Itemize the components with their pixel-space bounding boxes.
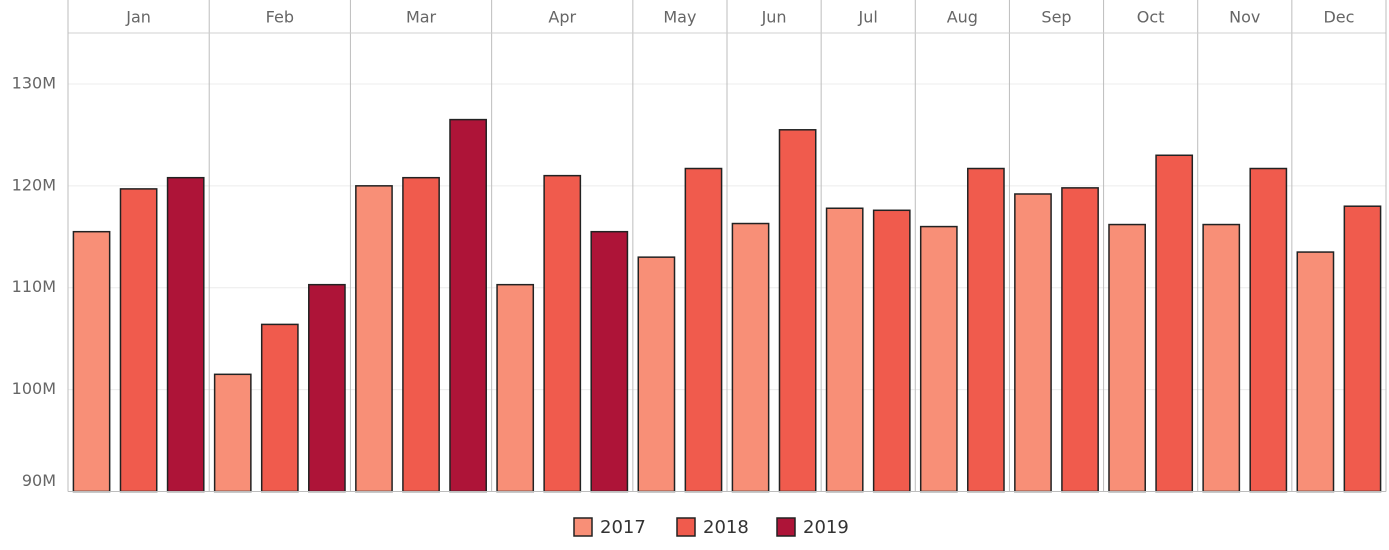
x-tick-label: Jul bbox=[858, 8, 878, 27]
x-tick-label: Nov bbox=[1229, 8, 1260, 27]
bar bbox=[260, 323, 299, 493]
legend-swatch bbox=[676, 517, 696, 537]
bar bbox=[308, 283, 346, 493]
bar bbox=[213, 373, 252, 493]
legend-swatch bbox=[776, 517, 796, 537]
y-tick-label: 130M bbox=[12, 73, 56, 92]
bar bbox=[119, 188, 158, 493]
bar bbox=[1296, 251, 1335, 493]
bar bbox=[1343, 205, 1382, 493]
legend-label: 2019 bbox=[803, 517, 849, 538]
bar bbox=[402, 176, 440, 493]
bar bbox=[1014, 193, 1052, 493]
bar bbox=[1061, 187, 1099, 493]
bar bbox=[778, 129, 817, 493]
y-tick-label: 110M bbox=[12, 277, 56, 296]
x-tick-label: May bbox=[663, 8, 696, 27]
x-tick-label: Apr bbox=[548, 8, 576, 27]
x-tick-label: Dec bbox=[1323, 8, 1354, 27]
legend-label: 2017 bbox=[600, 517, 646, 538]
bar bbox=[919, 225, 958, 493]
bar bbox=[449, 118, 487, 493]
x-tick-label: Feb bbox=[266, 8, 294, 27]
x-tick-label: Aug bbox=[947, 8, 978, 27]
bar bbox=[684, 167, 723, 493]
bar bbox=[825, 207, 864, 493]
legend-swatch bbox=[573, 517, 593, 537]
legend-label: 2018 bbox=[703, 517, 749, 538]
x-tick-label: Jun bbox=[761, 8, 787, 27]
y-tick-label: 120M bbox=[12, 175, 56, 194]
bar bbox=[1108, 223, 1146, 493]
bar bbox=[731, 222, 770, 493]
y-tick-label: 100M bbox=[12, 379, 56, 398]
y-tick-label: 90M bbox=[22, 471, 56, 490]
bar bbox=[1249, 167, 1288, 493]
bar bbox=[637, 256, 676, 493]
bar bbox=[496, 283, 535, 493]
x-tick-label: Oct bbox=[1137, 8, 1165, 27]
bar bbox=[72, 230, 111, 493]
bar bbox=[1202, 223, 1241, 493]
bar bbox=[590, 230, 629, 493]
bar bbox=[872, 209, 911, 493]
x-tick-label: Sep bbox=[1041, 8, 1071, 27]
x-tick-label: Mar bbox=[406, 8, 437, 27]
bar bbox=[967, 167, 1005, 493]
bar bbox=[355, 185, 393, 493]
x-tick-label: Jan bbox=[125, 8, 151, 27]
bar bbox=[1155, 154, 1194, 493]
bar bbox=[166, 176, 205, 493]
bar bbox=[543, 174, 582, 493]
